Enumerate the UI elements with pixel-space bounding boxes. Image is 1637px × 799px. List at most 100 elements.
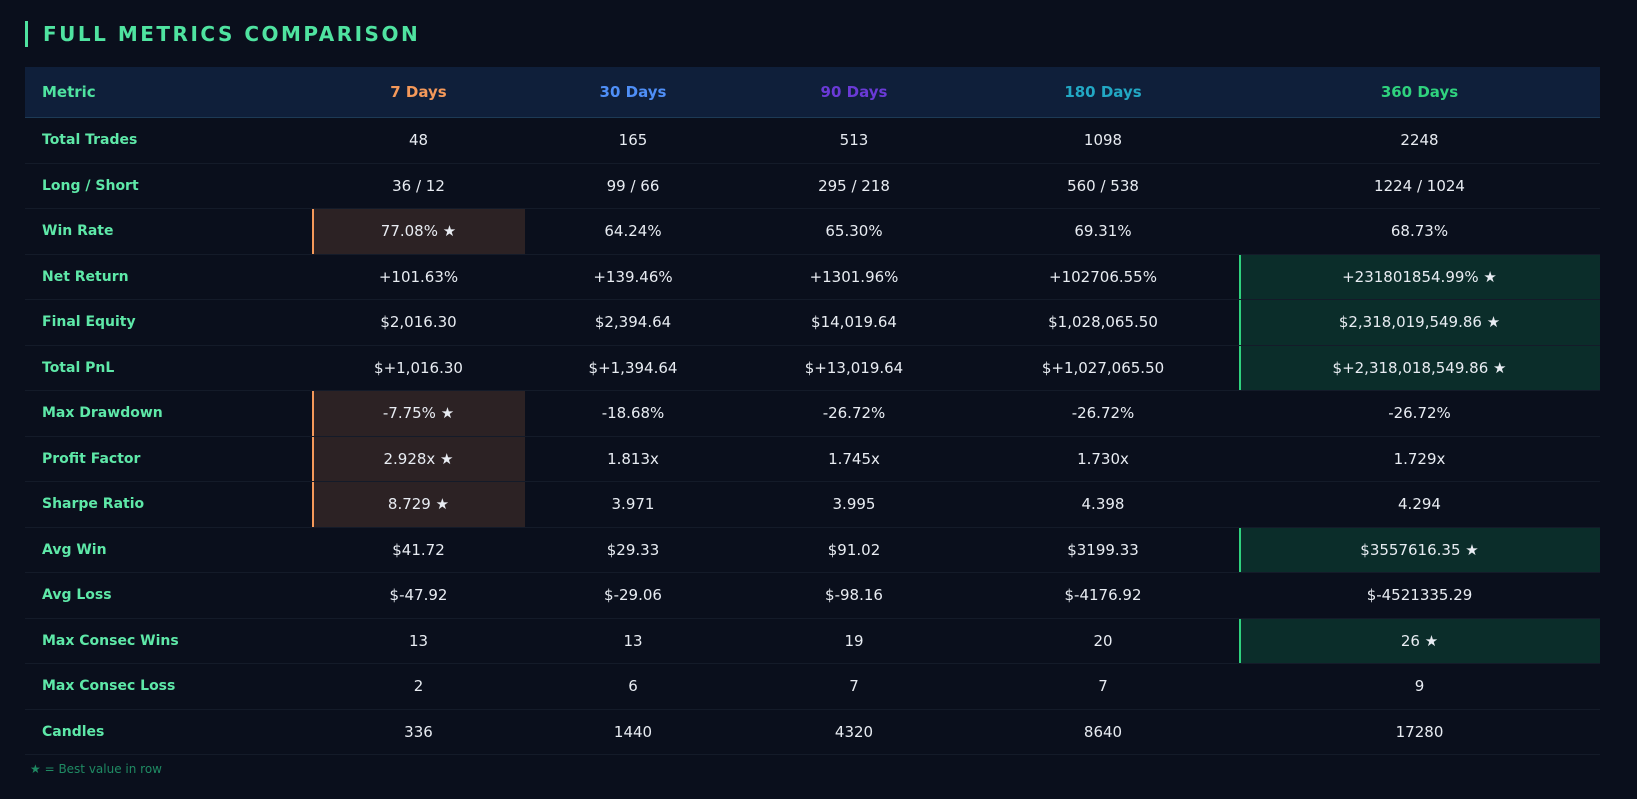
row-label: Final Equity: [25, 299, 312, 346]
cell: 1440: [525, 709, 741, 755]
table-row: Long / Short 36 / 12 99 / 66 295 / 218 560 /…: [25, 163, 1600, 209]
cell: +101.63%: [312, 254, 525, 300]
column-header: 90 Days: [741, 67, 967, 118]
cell: 6: [525, 663, 741, 710]
cell: $2,016.30: [312, 299, 525, 346]
cell: $+2,318,018,549.86 ★: [1239, 345, 1600, 391]
cell: 165: [525, 117, 741, 164]
cell: -26.72%: [741, 390, 967, 437]
cell: $+1,394.64: [525, 345, 741, 391]
row-label: Net Return: [25, 254, 312, 300]
cell: -26.72%: [1239, 390, 1600, 437]
table-row: Total PnL $+1,016.30 $+1,394.64 $+13,019.64…: [25, 345, 1600, 391]
cell: 65.30%: [741, 208, 967, 255]
cell: $91.02: [741, 527, 967, 573]
cell: $14,019.64: [741, 299, 967, 346]
cell: 7: [967, 663, 1239, 710]
row-label: Max Drawdown: [25, 390, 312, 437]
cell: $-29.06: [525, 572, 741, 619]
row-label: Profit Factor: [25, 436, 312, 482]
cell: 7: [741, 663, 967, 710]
cell: -7.75% ★: [312, 390, 525, 437]
row-label: Sharpe Ratio: [25, 481, 312, 528]
row-label: Max Consec Wins: [25, 618, 312, 664]
table-row: Sharpe Ratio 8.729 ★ 3.971 3.995 4.398 4.294: [25, 481, 1600, 528]
row-label: Long / Short: [25, 163, 312, 209]
cell: $2,318,019,549.86 ★: [1239, 299, 1600, 346]
table-row: Max Consec Loss 2 6 7 7 9: [25, 663, 1600, 710]
metrics-table: Metric 7 Days 30 Days 90 Days 180 Days 360 Da…: [25, 67, 1600, 755]
header-row: Metric 7 Days 30 Days 90 Days 180 Days 360 Da…: [25, 67, 1600, 118]
row-label: Total PnL: [25, 345, 312, 391]
cell: 1.813x: [525, 436, 741, 482]
cell: 4320: [741, 709, 967, 755]
table-row: Max Drawdown -7.75% ★ -18.68% -26.72% -26.72…: [25, 390, 1600, 437]
cell: $-47.92: [312, 572, 525, 619]
cell: 295 / 218: [741, 163, 967, 209]
cell: +231801854.99% ★: [1239, 254, 1600, 300]
table-row: Max Consec Wins 13 13 19 20 26 ★: [25, 618, 1600, 664]
cell: 36 / 12: [312, 163, 525, 209]
cell: $29.33: [525, 527, 741, 573]
table-row: Net Return +101.63% +139.46% +1301.96% +1027…: [25, 254, 1600, 300]
cell: 13: [525, 618, 741, 664]
table-row: Final Equity $2,016.30 $2,394.64 $14,019.64…: [25, 299, 1600, 346]
table-row: Profit Factor 2.928x ★ 1.813x 1.745x 1.730x 1…: [25, 436, 1600, 482]
cell: 99 / 66: [525, 163, 741, 209]
row-label: Avg Loss: [25, 572, 312, 619]
cell: 68.73%: [1239, 208, 1600, 255]
cell: $+1,027,065.50: [967, 345, 1239, 391]
table-row: Candles 336 1440 4320 8640 17280: [25, 709, 1600, 755]
cell: $41.72: [312, 527, 525, 573]
cell: 77.08% ★: [312, 208, 525, 255]
cell: $1,028,065.50: [967, 299, 1239, 346]
cell: 1.730x: [967, 436, 1239, 482]
cell: 4.294: [1239, 481, 1600, 528]
cell: 8.729 ★: [312, 481, 525, 528]
cell: 17280: [1239, 709, 1600, 755]
cell: 1.745x: [741, 436, 967, 482]
cell: 48: [312, 117, 525, 164]
cell: 9: [1239, 663, 1600, 710]
column-header: 360 Days: [1239, 67, 1600, 118]
row-label: Avg Win: [25, 527, 312, 573]
footnote: ★ = Best value in row: [30, 762, 162, 776]
cell: 336: [312, 709, 525, 755]
cell: +139.46%: [525, 254, 741, 300]
table-row: Avg Loss $-47.92 $-29.06 $-98.16 $-4176.92 $-…: [25, 572, 1600, 619]
cell: $+13,019.64: [741, 345, 967, 391]
cell: 513: [741, 117, 967, 164]
cell: $-4521335.29: [1239, 572, 1600, 619]
cell: +1301.96%: [741, 254, 967, 300]
row-label: Total Trades: [25, 117, 312, 164]
cell: $-4176.92: [967, 572, 1239, 619]
table-row: Win Rate 77.08% ★ 64.24% 65.30% 69.31% 68.73%: [25, 208, 1600, 255]
cell: 2248: [1239, 117, 1600, 164]
row-label: Max Consec Loss: [25, 663, 312, 710]
column-header: 30 Days: [525, 67, 741, 118]
cell: 13: [312, 618, 525, 664]
cell: $3199.33: [967, 527, 1239, 573]
cell: 2.928x ★: [312, 436, 525, 482]
cell: 3.995: [741, 481, 967, 528]
table-row: Total Trades 48 165 513 1098 2248: [25, 117, 1600, 164]
row-label: Candles: [25, 709, 312, 755]
cell: -26.72%: [967, 390, 1239, 437]
cell: 19: [741, 618, 967, 664]
cell: -18.68%: [525, 390, 741, 437]
cell: 1224 / 1024: [1239, 163, 1600, 209]
cell: $3557616.35 ★: [1239, 527, 1600, 573]
cell: 20: [967, 618, 1239, 664]
cell: 26 ★: [1239, 618, 1600, 664]
cell: $2,394.64: [525, 299, 741, 346]
cell: 560 / 538: [967, 163, 1239, 209]
cell: 4.398: [967, 481, 1239, 528]
cell: 69.31%: [967, 208, 1239, 255]
column-header: Metric: [25, 67, 312, 118]
cell: 64.24%: [525, 208, 741, 255]
title: FULL METRICS COMPARISON: [25, 21, 420, 47]
cell: +102706.55%: [967, 254, 1239, 300]
cell: $+1,016.30: [312, 345, 525, 391]
row-label: Win Rate: [25, 208, 312, 255]
cell: 3.971: [525, 481, 741, 528]
